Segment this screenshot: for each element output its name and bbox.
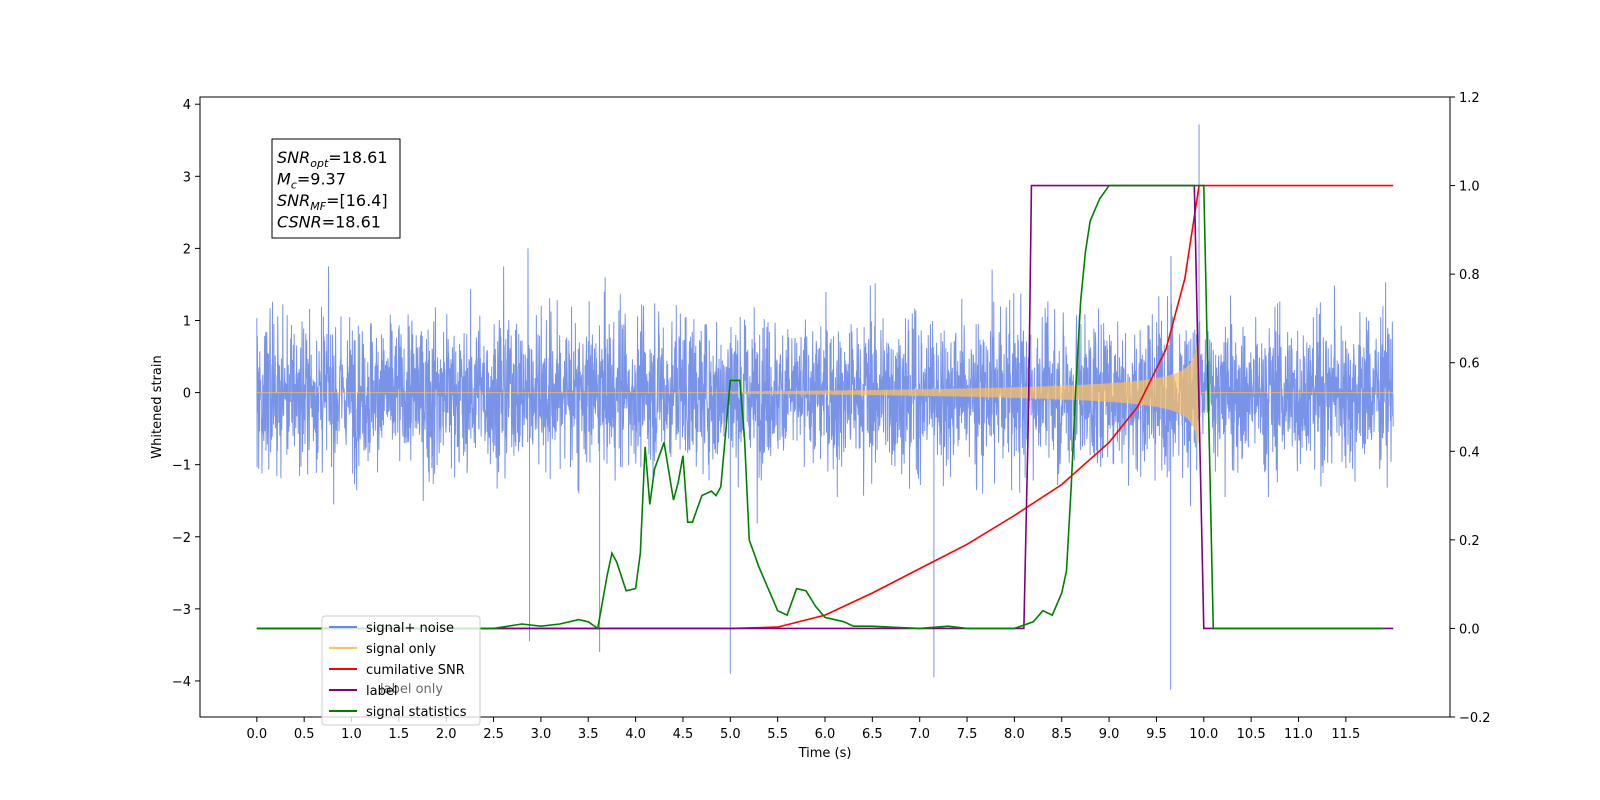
signal-plus-noise-series (256, 124, 1394, 690)
y-axis-label: Whitened strain (150, 355, 165, 458)
signal-statistics-series (256, 184, 1384, 630)
y-left-tick-label: 4 (183, 98, 191, 113)
annotation-var: CSNR (277, 213, 322, 232)
x-tick-label: 1.0 (341, 727, 362, 742)
signal-only-series (256, 342, 1394, 443)
annotation-value: =18.61 (328, 148, 387, 167)
legend-frame (321, 615, 481, 726)
y-left-tick-label: −1 (172, 459, 191, 474)
y-left-tick-label: 3 (183, 170, 191, 185)
x-tick-label: 1.5 (389, 727, 410, 742)
y-left-tick-label: 0 (183, 387, 191, 402)
legend-faint-entry: label only (380, 682, 443, 697)
x-tick-label: 6.5 (862, 727, 883, 742)
annotation-frame (271, 138, 401, 239)
y-right-tick-label: 0.8 (1459, 268, 1480, 283)
x-tick-label: 2.0 (436, 727, 457, 742)
y-left-tick-label: −2 (172, 531, 191, 546)
x-tick-label: 7.5 (957, 727, 978, 742)
y-left-tick-label: 1 (183, 314, 191, 329)
y-right-tick-label: 0.4 (1459, 445, 1480, 460)
x-tick-label: 9.0 (1099, 727, 1120, 742)
x-tick-label: 7.0 (909, 727, 930, 742)
x-tick-label: 3.0 (531, 727, 552, 742)
annotation-line: SNRopt=18.61 (277, 148, 388, 170)
x-tick-label: 0.5 (294, 727, 315, 742)
x-tick-label: 11.0 (1284, 727, 1313, 742)
x-tick-label: 4.0 (625, 727, 646, 742)
x-tick-label: 3.5 (578, 727, 599, 742)
y-left-tick-label: −3 (172, 603, 191, 618)
y-right-tick-label: −0.2 (1459, 711, 1491, 726)
x-tick-label: 5.5 (767, 727, 788, 742)
plot-area (256, 124, 1394, 690)
y-right-tick-label: 1.2 (1459, 91, 1480, 106)
x-tick-label: 8.5 (1051, 727, 1072, 742)
annotation-sub: MF (310, 200, 326, 213)
annotation-var: M (277, 170, 291, 189)
x-axis-label: Time (s) (798, 746, 852, 761)
x-tick-label: 11.5 (1331, 727, 1360, 742)
x-tick-label: 10.5 (1237, 727, 1266, 742)
annotation-var: SNR (277, 191, 310, 210)
y-right-tick-label: 1.0 (1459, 180, 1480, 195)
y-axis-right: 1.2 1.0 0.8 0.6 0.4 0.2 0.0 −0.2 (1450, 91, 1491, 726)
cumulative-snr-series (256, 184, 1394, 630)
annotation-value: =18.61 (322, 213, 381, 232)
y-left-tick-label: −4 (172, 675, 191, 690)
legend-entry: cumilative SNR (366, 663, 465, 678)
annotation-box: SNRopt=18.61Mc=9.37SNRMF=[16.4]CSNR=18.6… (271, 138, 401, 239)
x-axis: 0.0 0.5 1.0 1.5 2.0 2.5 3.0 3.5 4.0 4.5 5.0 5.5 6.0 6… (246, 717, 1360, 742)
annotation-sub: opt (310, 157, 329, 170)
y-left-tick-label: 2 (183, 242, 191, 257)
annotation-line: CSNR=18.61 (277, 213, 381, 232)
x-tick-label: 10.0 (1189, 727, 1218, 742)
x-tick-label: 6.0 (815, 727, 836, 742)
y-right-tick-label: 0.6 (1459, 357, 1480, 372)
x-tick-label: 8.0 (1004, 727, 1025, 742)
annotation-line: Mc=9.37 (277, 170, 346, 192)
annotation-line: SNRMF=[16.4] (277, 191, 388, 213)
x-tick-label: 4.5 (673, 727, 694, 742)
y-right-tick-label: 0.0 (1459, 622, 1480, 637)
legend-entry: signal only (366, 642, 436, 657)
annotation-value: =[16.4] (326, 191, 388, 210)
annotation-value: =9.37 (297, 170, 346, 189)
annotation-var: SNR (277, 148, 310, 167)
legend-entry: label (366, 684, 397, 699)
y-axis-left: 4 3 2 1 0 −1 −2 −3 −4 (172, 98, 200, 690)
legend: signal+ noise signal only cumilative SNR la… (321, 615, 481, 726)
x-tick-label: 9.5 (1146, 727, 1167, 742)
x-tick-label: 5.0 (720, 727, 741, 742)
legend-entry: signal statistics (366, 705, 467, 720)
legend-entry: signal+ noise (366, 621, 454, 636)
x-tick-label: 2.5 (483, 727, 504, 742)
annotation-sub: c (291, 179, 297, 192)
x-tick-label: 0.0 (246, 727, 267, 742)
y-right-tick-label: 0.2 (1459, 534, 1480, 549)
